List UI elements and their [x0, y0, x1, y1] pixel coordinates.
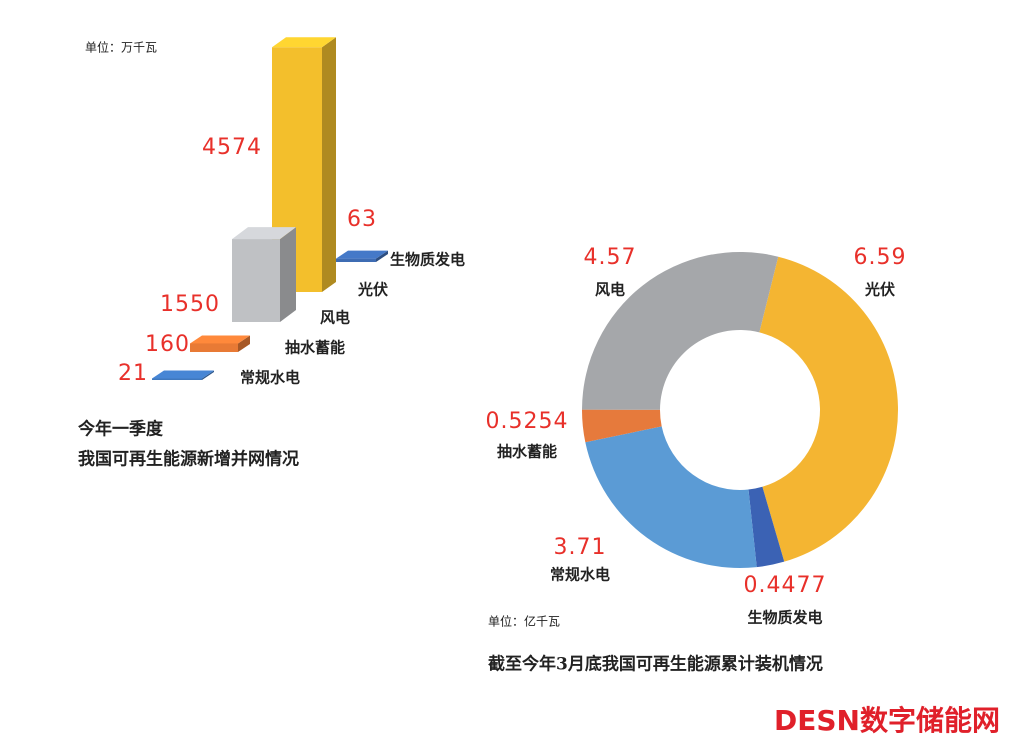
category-label: 风电: [595, 281, 625, 299]
bar: [152, 370, 214, 380]
value-label: 4.57: [584, 245, 637, 270]
value-label: 6.59: [854, 245, 907, 270]
value-label: 160: [145, 332, 190, 357]
donut-segment: [582, 409, 662, 443]
category-label: 生物质发电: [747, 609, 822, 627]
bar-top: [336, 250, 388, 259]
bar-side: [376, 250, 388, 262]
bar: [336, 250, 388, 262]
bar-side: [280, 227, 296, 322]
value-label: 0.4477: [744, 573, 827, 598]
bar: [232, 227, 296, 322]
bar-side: [322, 37, 336, 292]
bar-front: [152, 378, 202, 380]
value-label: 4574: [202, 135, 262, 160]
bar-top: [190, 335, 250, 344]
chart-subtitle: 我国可再生能源新增并网情况: [78, 449, 299, 470]
bar-side: [238, 335, 250, 352]
category-label: 光伏: [864, 281, 895, 299]
value-label: 3.71: [554, 535, 607, 560]
bar-top: [152, 370, 214, 379]
category-label: 风电: [320, 309, 350, 327]
value-label: 0.5254: [486, 409, 569, 434]
bar: [190, 335, 250, 352]
value-label: 63: [347, 207, 377, 232]
category-label: 常规水电: [240, 369, 300, 387]
value-label: 21: [118, 361, 148, 386]
bar-front: [190, 343, 238, 352]
donut-segment: [748, 486, 785, 568]
chart-title: 截至今年3月底我国可再生能源累计装机情况: [488, 654, 823, 675]
category-label: 光伏: [357, 281, 388, 299]
donut-segment: [582, 251, 779, 410]
unit-label: 单位：万千瓦: [85, 40, 157, 55]
value-label: 1550: [160, 292, 220, 317]
chart-title: 今年一季度: [78, 419, 164, 440]
bar-side: [202, 370, 214, 380]
category-label: 常规水电: [550, 566, 610, 584]
donut-segment: [759, 256, 898, 562]
category-label: 抽水蓄能: [285, 339, 345, 357]
watermark: DESN数字储能网: [774, 704, 1000, 737]
bar-top: [232, 227, 296, 240]
bar-top: [272, 37, 336, 48]
category-label: 抽水蓄能: [497, 443, 557, 461]
bar-front: [336, 258, 376, 262]
bar-front: [232, 239, 280, 322]
unit-label: 单位：亿千瓦: [488, 614, 560, 629]
category-label: 生物质发电: [390, 251, 465, 269]
donut-segment: [585, 426, 757, 569]
